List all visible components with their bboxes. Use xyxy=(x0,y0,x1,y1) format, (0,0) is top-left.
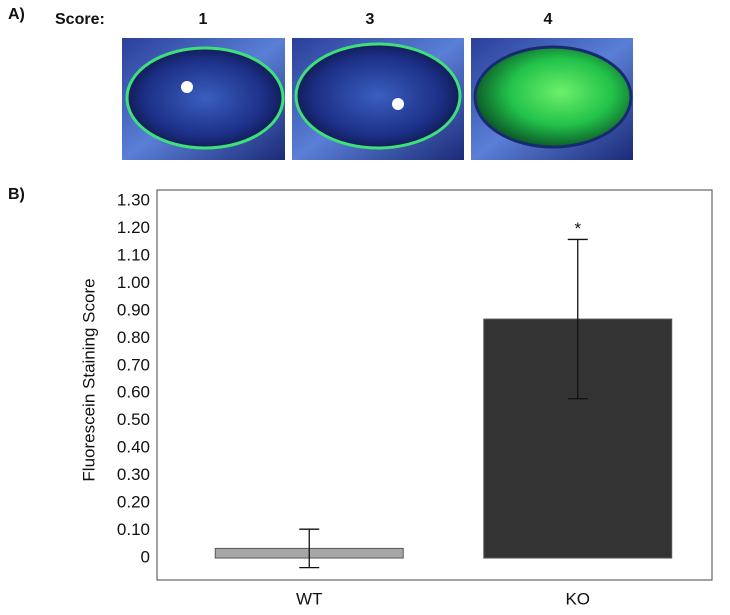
y-tick-label: 0.30 xyxy=(117,465,150,484)
panel-label: B) xyxy=(8,186,25,203)
y-tick-label: 0.40 xyxy=(117,438,150,457)
y-axis-label: Fluorescein Staining Score xyxy=(79,278,98,481)
score-value: 4 xyxy=(544,11,553,28)
significance-label: * xyxy=(574,219,581,238)
y-tick-label: 0.80 xyxy=(117,328,150,347)
score-value: 1 xyxy=(199,11,208,28)
x-tick-label: WT xyxy=(296,589,322,608)
y-tick-label: 1.00 xyxy=(117,273,150,292)
eye-image xyxy=(122,38,285,160)
eye-image xyxy=(471,38,633,160)
y-tick-label: 1.10 xyxy=(117,245,150,264)
panel-label: A) xyxy=(8,6,25,23)
x-tick-label: KO xyxy=(565,589,590,608)
y-tick-label: 0.10 xyxy=(117,520,150,539)
y-tick-label: 1.20 xyxy=(117,218,150,237)
plot-frame xyxy=(156,189,713,581)
y-tick-label: 0.60 xyxy=(117,383,150,402)
y-tick-label: 0.20 xyxy=(117,493,150,512)
score-value: 3 xyxy=(366,11,375,28)
y-tick-label: 0.50 xyxy=(117,410,150,429)
eye-image xyxy=(292,38,464,160)
y-tick-label: 0 xyxy=(141,548,150,567)
y-tick-label: 0.90 xyxy=(117,300,150,319)
y-tick-label: 1.30 xyxy=(117,190,150,209)
y-tick-label: 0.70 xyxy=(117,355,150,374)
score-label: Score: xyxy=(55,11,105,28)
